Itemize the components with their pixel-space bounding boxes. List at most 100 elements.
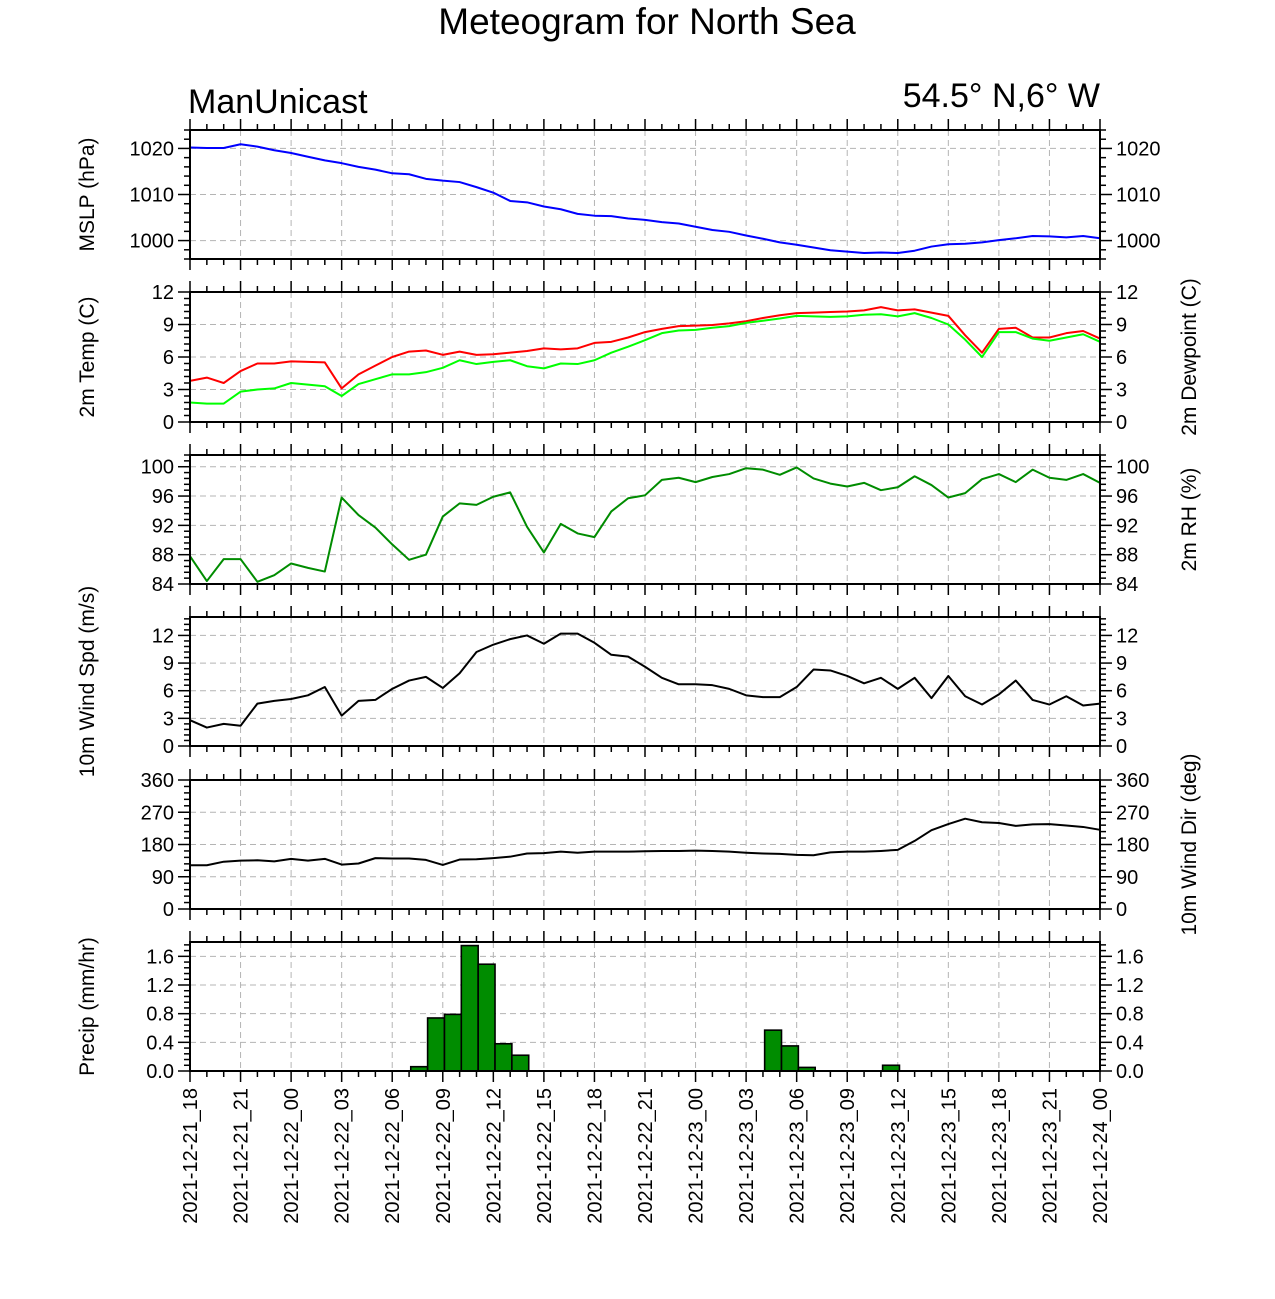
- location-label: 54.5° N,6° W: [903, 77, 1100, 115]
- x-tick-label: 2021-12-23_03: [736, 1088, 758, 1224]
- precip-bar: [443, 1013, 463, 1072]
- panel-rh: 84 84 88 88 92 92 96 96 100 100 2m RH (%): [141, 444, 1201, 596]
- series-line-rh-0: [189, 466, 1101, 583]
- x-tick-label: 2021-12-23_09: [837, 1088, 859, 1224]
- y-tick-label-right: 0: [1116, 736, 1127, 758]
- y-tick-label-left: 9: [163, 315, 174, 337]
- series-line-temp-1: [189, 312, 1101, 405]
- series-line-mslp-0: [189, 143, 1101, 255]
- series-line-temp-0: [189, 306, 1101, 390]
- model-label: ManUnicast: [188, 83, 368, 121]
- y-tick-label-left: 1000: [130, 231, 175, 253]
- y-tick-label-right: 12: [1116, 625, 1138, 647]
- chart-title: Meteogram for North Sea: [438, 1, 856, 42]
- x-tick-label: 2021-12-23_12: [888, 1088, 910, 1224]
- y-tick-label-right: 0.4: [1116, 1032, 1144, 1054]
- y-tick-label-left: 0: [163, 412, 174, 434]
- y-axis-title-left: 10m Wind Spd (m/s): [76, 586, 99, 777]
- y-tick-label-right: 88: [1116, 545, 1138, 567]
- x-tick-label: 2021-12-22_15: [534, 1088, 556, 1224]
- y-tick-label-right: 12: [1116, 282, 1138, 304]
- y-tick-label-right: 360: [1116, 770, 1149, 792]
- y-tick-label-left: 3: [163, 380, 174, 402]
- y-tick-label-right: 3: [1116, 380, 1127, 402]
- y-tick-label-left: 96: [152, 486, 174, 508]
- precip-bar: [460, 944, 479, 1072]
- y-tick-label-right: 180: [1116, 835, 1149, 857]
- x-tick-label: 2021-12-22_06: [382, 1088, 404, 1224]
- y-tick-label-left: 6: [163, 347, 174, 369]
- y-tick-label-right: 96: [1116, 486, 1138, 508]
- x-tick-label: 2021-12-22_00: [281, 1088, 303, 1224]
- y-tick-label-left: 180: [141, 835, 174, 857]
- x-tick-label: 2021-12-22_03: [332, 1088, 354, 1224]
- x-tick-label: 2021-12-23_00: [686, 1088, 708, 1224]
- x-tick-label: 2021-12-21_18: [180, 1088, 202, 1224]
- x-tick-label: 2021-12-22_12: [483, 1088, 505, 1224]
- y-tick-label-right: 1.2: [1116, 975, 1144, 997]
- precip-bar: [511, 1054, 530, 1072]
- y-tick-label-left: 1.2: [146, 975, 174, 997]
- panel-mslp: 1000 1000 1010 1010 1020 1020 MSLP (hPa): [76, 119, 1161, 270]
- precip-bar: [494, 1042, 513, 1072]
- x-tick-label: 2021-12-23_18: [989, 1088, 1011, 1224]
- y-tick-label-left: 84: [152, 574, 174, 596]
- x-tick-label: 2021-12-22_21: [635, 1088, 657, 1224]
- y-tick-label-right: 0.8: [1116, 1004, 1144, 1026]
- y-tick-label-right: 1000: [1116, 231, 1161, 253]
- x-tick-label: 2021-12-22_09: [433, 1088, 455, 1224]
- series-line-winddir-0: [190, 817, 1101, 867]
- series-line-wind-0: [189, 632, 1101, 729]
- panel-precip: 0.0 0.0 0.4 0.4 0.8 0.8 1.2 1.2 1.6 1.6 Precip (mm…: [76, 931, 1144, 1083]
- y-tick-label-right: 1010: [1116, 185, 1161, 207]
- panel-wind: 0 0 3 3 6 6 9 9 12 12 10m Wind Spd (m/s): [76, 586, 1138, 777]
- y-tick-label-left: 92: [152, 515, 174, 537]
- x-tick-label: 2021-12-22_18: [584, 1088, 606, 1224]
- precip-bar: [426, 1017, 446, 1072]
- precip-bar: [477, 963, 496, 1072]
- y-tick-label-right: 100: [1116, 457, 1149, 479]
- y-tick-label-left: 100: [141, 457, 174, 479]
- y-tick-label-left: 90: [152, 867, 174, 889]
- y-tick-label-right: 84: [1116, 574, 1138, 596]
- y-tick-label-left: 12: [152, 625, 174, 647]
- panel-temp: 0 0 3 3 6 6 9 9 12 12 2m Temp (C) 2m Dewpoint (C): [76, 278, 1201, 436]
- y-tick-label-right: 90: [1116, 867, 1138, 889]
- y-tick-label-left: 0: [163, 899, 174, 921]
- y-axis-title-left: MSLP (hPa): [76, 138, 99, 252]
- y-tick-label-right: 92: [1116, 515, 1138, 537]
- y-tick-label-left: 360: [141, 770, 174, 792]
- x-axis-labels: 2021-12-21_18 2021-12-21_21 2021-12-22_00 2…: [180, 1088, 1112, 1224]
- y-tick-label-left: 0.0: [146, 1061, 174, 1083]
- y-tick-label-left: 1020: [130, 138, 175, 160]
- y-axis-title-left: Precip (mm/hr): [76, 937, 99, 1076]
- y-axis-title-right: 2m RH (%): [1178, 468, 1201, 572]
- y-tick-label-right: 270: [1116, 802, 1149, 824]
- y-tick-label-right: 1020: [1116, 138, 1161, 160]
- precip-bar: [763, 1029, 783, 1072]
- y-tick-label-right: 9: [1116, 315, 1127, 337]
- panel-winddir: 0 0 90 90 180 180 270 270 360 360 10m Wind Dir (de…: [141, 753, 1201, 935]
- y-tick-label-left: 0.4: [146, 1032, 174, 1054]
- y-axis-title-right: 2m Dewpoint (C): [1178, 278, 1201, 436]
- x-tick-label: 2021-12-24_00: [1090, 1088, 1112, 1224]
- y-tick-label-left: 0.8: [146, 1004, 174, 1026]
- y-tick-label-right: 6: [1116, 681, 1127, 703]
- y-tick-label-left: 1010: [130, 185, 175, 207]
- y-tick-label-left: 12: [152, 282, 174, 304]
- y-tick-label-left: 6: [163, 681, 174, 703]
- y-tick-label-right: 9: [1116, 653, 1127, 675]
- precip-bar: [780, 1045, 800, 1072]
- y-tick-label-right: 1.6: [1116, 946, 1144, 968]
- x-tick-label: 2021-12-21_21: [231, 1088, 253, 1224]
- y-tick-label-left: 0: [163, 736, 174, 758]
- y-tick-label-left: 270: [141, 802, 174, 824]
- y-tick-label-left: 9: [163, 653, 174, 675]
- y-tick-label-left: 1.6: [146, 946, 174, 968]
- y-tick-label-right: 6: [1116, 347, 1127, 369]
- x-tick-label: 2021-12-23_06: [787, 1088, 809, 1224]
- y-tick-label-right: 3: [1116, 708, 1127, 730]
- y-tick-label-right: 0: [1116, 899, 1127, 921]
